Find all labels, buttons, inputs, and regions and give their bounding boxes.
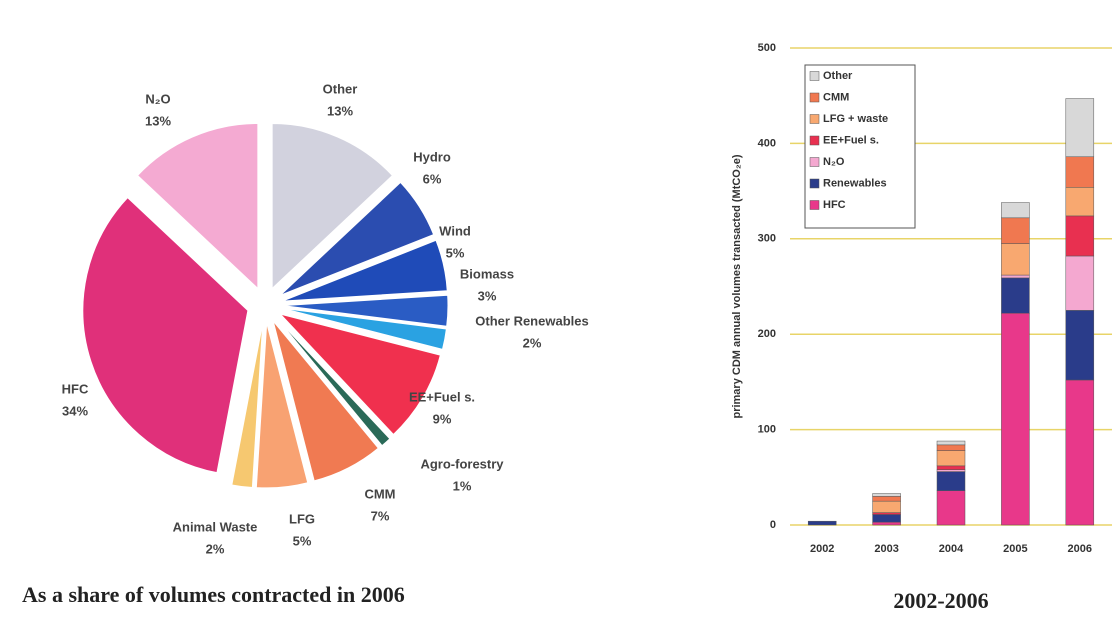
chart-title: As a share of volumes contracted in 2006 <box>22 582 405 607</box>
legend-swatch <box>809 92 820 103</box>
bar-segment <box>1065 187 1095 217</box>
y-tick-label: 300 <box>758 233 776 245</box>
bar-segment <box>1065 98 1095 158</box>
pie-slice <box>255 322 309 489</box>
pie-slice <box>282 239 448 302</box>
legend-label: EE+Fuel s. <box>823 134 879 146</box>
slice-value: 5% <box>446 245 465 260</box>
bar-segment <box>872 500 901 513</box>
pie-slice <box>276 318 391 447</box>
slice-label: EE+Fuel s. <box>409 389 475 404</box>
bar-segment <box>807 520 837 526</box>
bar-segment <box>872 521 901 526</box>
slice-label: N₂O <box>145 91 170 106</box>
bar-segment <box>1065 156 1095 188</box>
legend-swatch <box>809 157 820 167</box>
bar-segment <box>1065 379 1095 526</box>
legend-label: LFG + waste <box>823 113 888 125</box>
slice-value: 13% <box>327 103 353 118</box>
slice-value: 9% <box>433 411 452 426</box>
pie-slice <box>136 122 259 290</box>
slice-label: CMM <box>364 486 395 501</box>
slice-value: 13% <box>145 113 171 128</box>
x-tick-label: 2003 <box>874 543 898 555</box>
slice-label: Hydro <box>413 149 451 164</box>
bar-segment <box>1001 202 1030 219</box>
bar-segment <box>936 450 966 467</box>
legend-label: Other <box>823 70 853 82</box>
legend-swatch <box>809 71 820 81</box>
legend-label: N₂O <box>823 156 845 168</box>
legend-swatch <box>809 200 820 210</box>
bar-segment <box>872 512 901 515</box>
slice-value: 34% <box>62 403 88 418</box>
bar-segment <box>1065 310 1095 381</box>
legend-label: HFC <box>823 199 846 211</box>
slice-value: 3% <box>478 288 497 303</box>
x-tick-label: 2005 <box>1003 543 1027 555</box>
slice-label: Wind <box>439 223 471 238</box>
slice-label: Other Renewables <box>475 313 588 328</box>
bar-segment <box>1065 255 1095 311</box>
y-axis-label: primary CDM annual volumes transacted (M… <box>731 154 743 418</box>
slice-label: LFG <box>289 511 315 526</box>
bar-segment <box>936 490 966 526</box>
slice-label: Animal Waste <box>173 519 258 534</box>
legend-swatch <box>809 114 820 124</box>
legend-label: Renewables <box>823 177 887 189</box>
bar-segment <box>1001 277 1030 314</box>
pie-slice <box>282 294 449 327</box>
slice-value: 7% <box>371 508 390 523</box>
slice-label: Biomass <box>460 266 514 281</box>
slice-label: Other <box>323 81 358 96</box>
bar-segment <box>936 444 966 451</box>
y-tick-label: 200 <box>758 328 776 340</box>
pie-slice <box>279 181 435 296</box>
legend-box <box>804 64 916 229</box>
bar-segment <box>936 465 966 470</box>
bar-segment <box>1001 274 1030 279</box>
bar-segment <box>1001 312 1030 526</box>
y-tick-label: 100 <box>758 424 776 436</box>
pie-slice <box>272 320 380 482</box>
bar-segment <box>872 514 901 523</box>
pie-slice <box>82 196 249 474</box>
slice-value: 2% <box>523 335 542 350</box>
bar-segment <box>1065 215 1095 257</box>
legend: HFC Renewables N₂O EE+Fuel s. LFG + waste CMM… <box>804 64 916 229</box>
pie-slice <box>231 322 264 489</box>
slice-value: 5% <box>293 533 312 548</box>
bar-segment <box>936 469 966 472</box>
bar-segment <box>1001 243 1030 276</box>
slice-value: 2% <box>206 541 225 556</box>
slice-value: 6% <box>423 171 442 186</box>
legend-label: CMM <box>823 91 849 103</box>
x-tick-label: 2006 <box>1068 543 1092 555</box>
pie-slice <box>282 307 447 351</box>
pie-slice <box>271 122 394 290</box>
slice-label: HFC <box>62 381 89 396</box>
bar-segment <box>1001 217 1030 244</box>
x-tick-label: 2004 <box>939 543 964 555</box>
y-tick-label: 400 <box>758 137 776 149</box>
slice-label: Agro-forestry <box>420 456 504 471</box>
chart-title: 2002-2006 <box>893 588 988 613</box>
bar-segment <box>936 440 966 446</box>
bar-segment <box>872 493 901 497</box>
legend-swatch <box>809 135 820 146</box>
x-tick-label: 2002 <box>810 543 834 555</box>
bar-segment <box>936 471 966 491</box>
legend-swatch <box>809 178 820 189</box>
slice-value: 1% <box>453 478 472 493</box>
y-tick-label: 500 <box>758 42 776 54</box>
pie-slice <box>278 313 441 436</box>
y-tick-label: 0 <box>770 519 776 531</box>
bar-segment <box>872 496 901 502</box>
